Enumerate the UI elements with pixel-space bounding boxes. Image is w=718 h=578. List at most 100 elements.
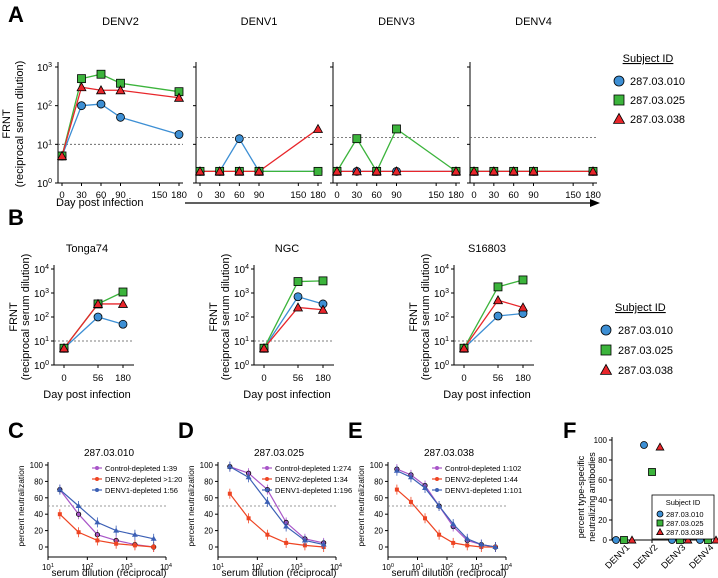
a-xtick-label: 0 <box>197 190 202 201</box>
b-xtick-label: 180 <box>115 373 131 384</box>
cde-legend-marker <box>95 466 99 470</box>
a-ytick-label: 100 <box>37 178 52 190</box>
cde-data-point <box>422 484 429 490</box>
cde-data-point <box>393 467 400 473</box>
cde-curve <box>59 513 154 548</box>
cde-legend-label: Control-depleted 1:102 <box>445 464 521 473</box>
a-data-point <box>351 166 362 176</box>
cde-curve <box>396 489 496 548</box>
panel-letter-c: C <box>8 418 24 443</box>
a-data-point <box>116 112 125 122</box>
b-data-point <box>318 276 328 286</box>
cde-xtick-label: 102 <box>251 563 263 572</box>
f-ytick-label: 100 <box>594 436 608 445</box>
cde-data-point <box>56 486 63 492</box>
cde-data-point <box>246 516 251 521</box>
cde-data-point <box>301 537 308 543</box>
cde-data-point <box>437 532 442 537</box>
cde-data-point <box>451 540 456 545</box>
cde-data-point <box>423 516 428 521</box>
cde-data-point <box>408 499 413 504</box>
cde-ytick-label: 20 <box>374 527 383 536</box>
cde-data-point <box>478 541 485 547</box>
b-ytick-label: 100 <box>434 360 449 372</box>
cde-ytick-label: 100 <box>370 461 384 470</box>
f-data-point <box>627 535 637 544</box>
cde-legend-marker <box>265 488 269 492</box>
cde-data-point <box>76 511 82 517</box>
b-plot-title: S16803 <box>468 243 506 255</box>
cde-data-point <box>320 541 327 547</box>
b-legend-marker <box>600 324 612 336</box>
cde-plot-title: 287.03.038 <box>424 448 474 459</box>
cde-xlabel: serum dilution (reciprocal) <box>51 568 166 578</box>
f-ytick-label: 0 <box>603 536 608 545</box>
b-ytick-label: 101 <box>34 336 49 348</box>
b-legend-marker <box>600 344 612 356</box>
a-xtick-label: 150 <box>428 190 444 201</box>
cde-data-point <box>284 540 289 545</box>
a-legend-title: Subject ID <box>623 53 674 65</box>
a-xtick-label: 60 <box>234 190 245 201</box>
f-legend-box <box>651 494 715 540</box>
b-ytick-label: 103 <box>234 288 249 300</box>
b-legend-label: 287.03.010 <box>618 325 673 337</box>
a-data-point <box>77 101 86 111</box>
cde-legend-marker <box>435 488 439 492</box>
cde-xtick-label: 104 <box>330 563 342 572</box>
f-xtick-label: DENV4 <box>687 542 715 570</box>
b-legend-label: 287.03.025 <box>618 345 673 357</box>
a-plot-title: DENV4 <box>515 16 552 28</box>
b-ytick-label: 104 <box>234 264 249 276</box>
cde-data-point <box>95 538 100 543</box>
b-data-point <box>93 312 103 322</box>
f-xtick-label: DENV2 <box>631 542 659 570</box>
cde-ylabel: percent neutralization <box>356 465 366 547</box>
a-data-point <box>77 74 86 84</box>
cde-data-point <box>94 519 101 525</box>
b-xlabel: Day post infection <box>443 389 530 401</box>
cde-ytick-label: 80 <box>204 477 213 486</box>
cde-legend-label: DENV1-depleted 1:196 <box>275 486 352 495</box>
cde-ytick-label: 40 <box>374 510 383 519</box>
f-ylabel2: neutralizing antibodies <box>587 452 597 542</box>
a-data-point <box>96 69 106 79</box>
b-data-point <box>293 292 303 302</box>
cde-data-point <box>436 503 443 508</box>
cde-ytick-label: 60 <box>34 494 43 503</box>
a-xtick-label: 60 <box>96 190 107 201</box>
cde-ytick-label: 100 <box>200 461 214 470</box>
a-data-point <box>488 166 499 176</box>
cde-xtick-label: 103 <box>470 563 482 572</box>
b-ylabel2: (reciprocal serum dilution) <box>20 254 32 381</box>
a-xtick-label: 180 <box>585 190 601 201</box>
a-ylabel: FRNT <box>1 109 13 139</box>
b-ytick-label: 104 <box>434 264 449 276</box>
a-plot-title: DENV3 <box>378 16 415 28</box>
cde-data-point <box>132 543 137 548</box>
a-xtick-label: 90 <box>391 190 402 201</box>
b-ytick-label: 100 <box>234 360 249 372</box>
a-data-point <box>331 166 343 176</box>
a-xtick-label: 90 <box>254 190 265 201</box>
cde-curve <box>229 466 324 544</box>
cde-ytick-label: 40 <box>34 510 43 519</box>
cde-curve <box>59 489 154 540</box>
b-legend-label: 287.03.038 <box>618 365 673 377</box>
cde-legend-label: Control-depleted 1:274 <box>275 464 351 473</box>
cde-legend-label: DENV2-depleted 1:34 <box>275 475 348 484</box>
a-legend-label: 287.03.038 <box>630 114 685 126</box>
a-data-point <box>313 166 323 176</box>
f-ylabel: percent type-specific <box>576 455 586 538</box>
f-legend-marker <box>656 519 664 527</box>
f-data-point <box>683 535 693 544</box>
cde-curve <box>229 466 324 546</box>
cde-data-point <box>114 541 119 546</box>
a-data-point <box>95 85 107 95</box>
cde-legend-marker <box>265 466 269 470</box>
f-data-point <box>612 536 620 544</box>
f-legend-label: 287.03.038 <box>666 528 704 537</box>
cde-data-point <box>245 474 252 480</box>
panel-letter-e: E <box>348 418 363 443</box>
